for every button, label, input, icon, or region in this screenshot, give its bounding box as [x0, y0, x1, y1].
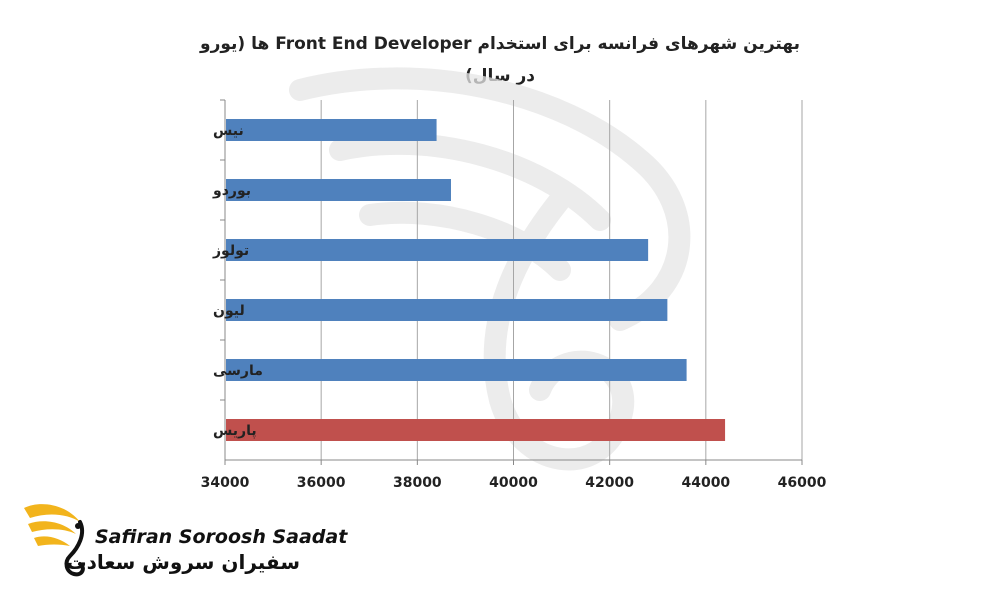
x-tick-label: 38000 [393, 475, 442, 491]
category-label: تولوز [212, 243, 249, 259]
bar [226, 239, 649, 261]
category-label: مارسی [213, 363, 263, 379]
x-tick-label: 40000 [489, 475, 538, 491]
grid-lines [320, 100, 803, 460]
bar [226, 419, 726, 441]
logo-persian-text: سفیران سروش سعادت [66, 550, 301, 574]
bar [226, 119, 437, 141]
bar [226, 299, 668, 321]
x-tick-label: 44000 [681, 475, 730, 491]
category-label: پاریس [213, 423, 257, 439]
x-tick-labels: 34000 36000 38000 40000 42000 44000 46000 [201, 475, 827, 491]
chart-title-line-1: بهترین شهرهای فرانسه برای استخدام Front … [200, 34, 800, 54]
axes [220, 99, 803, 465]
bars [226, 119, 726, 441]
company-logo: Safiran Soroosh Saadat سفیران سروش سعادت [20, 498, 347, 593]
category-label: بوردو [212, 183, 251, 199]
x-tick-label: 36000 [297, 475, 346, 491]
category-label: نیس [213, 123, 244, 139]
category-labels: نیس بوردو تولوز لیون مارسی پاریس [212, 123, 263, 439]
x-tick-label: 34000 [201, 475, 250, 491]
category-label: لیون [213, 303, 245, 319]
logo-latin-text: Safiran Soroosh Saadat [95, 526, 348, 548]
x-tick-label: 42000 [585, 475, 634, 491]
bar [226, 359, 687, 381]
bar [226, 179, 451, 201]
swan-logo-icon [24, 504, 85, 577]
x-tick-label: 46000 [778, 475, 827, 491]
